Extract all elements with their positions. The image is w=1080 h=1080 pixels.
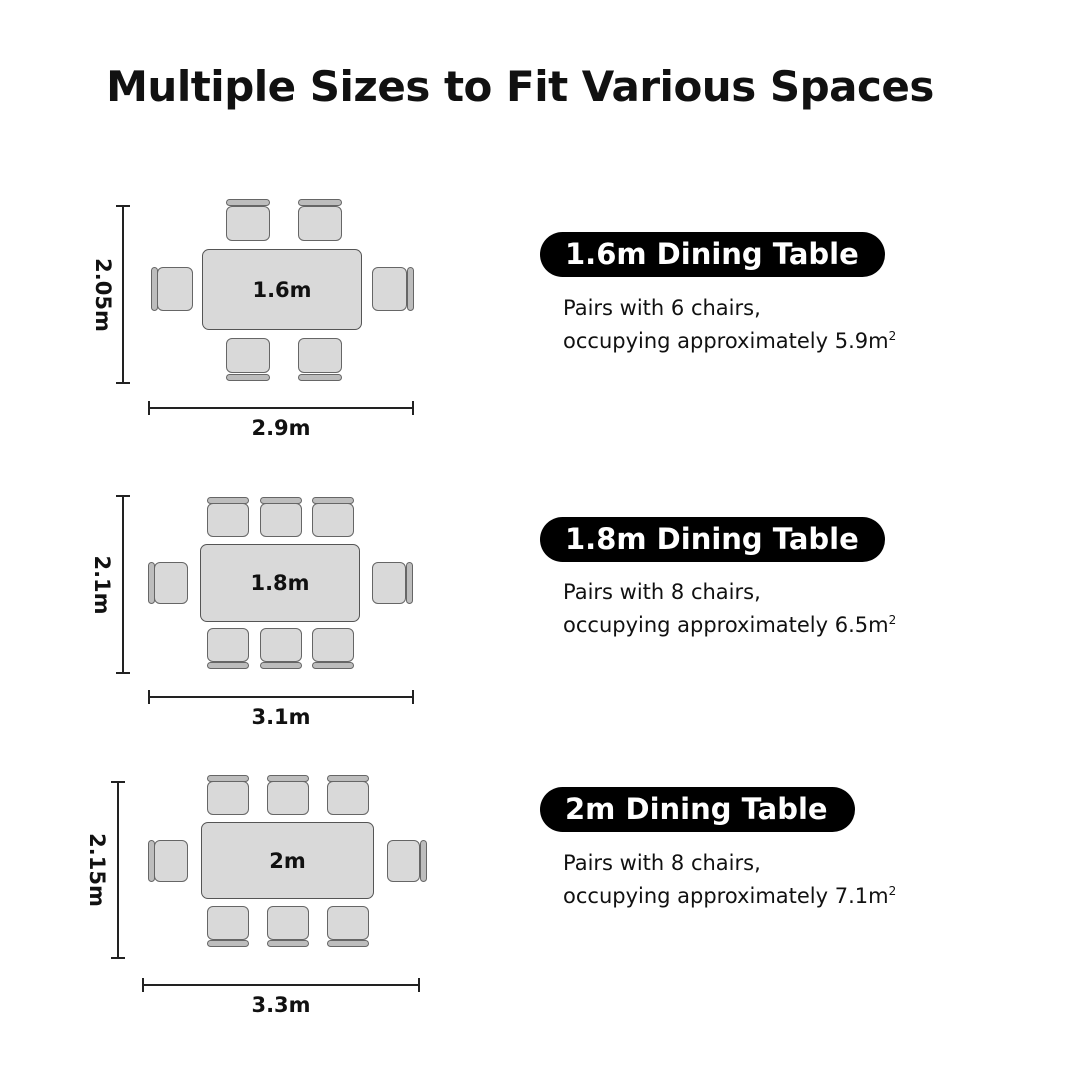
dimension-cap	[412, 401, 414, 415]
chair-seat	[387, 840, 420, 882]
dimension-cap	[116, 382, 130, 384]
description-2: Pairs with 8 chairs, occupying approxima…	[563, 578, 896, 639]
description-3: Pairs with 8 chairs, occupying approxima…	[563, 849, 896, 910]
depth-dimension-line	[122, 496, 124, 673]
chair-seat	[260, 503, 302, 537]
exponent: 2	[888, 329, 897, 343]
dining-table: 2m	[201, 822, 374, 899]
chair-back	[207, 662, 249, 669]
dining-table: 1.8m	[200, 544, 360, 622]
chair-seat	[207, 503, 249, 537]
chair-seat	[298, 206, 342, 241]
dimension-cap	[111, 957, 125, 959]
desc-line: occupying approximately 6.5m2	[563, 606, 896, 639]
desc-line: Pairs with 8 chairs,	[563, 580, 761, 604]
chair-back	[407, 267, 414, 311]
dimension-cap	[116, 672, 130, 674]
chair-seat	[226, 206, 270, 241]
dimension-cap	[412, 690, 414, 704]
heading-pill-1: 1.6m Dining Table	[540, 232, 885, 277]
chair-seat	[327, 781, 369, 815]
chair-seat	[298, 338, 342, 373]
dimension-cap	[418, 978, 420, 992]
chair-back	[298, 374, 342, 381]
depth-label: 2.1m	[90, 554, 114, 615]
chair-back	[298, 199, 342, 206]
desc-line: Pairs with 8 chairs,	[563, 851, 761, 875]
heading-pill-2: 1.8m Dining Table	[540, 517, 885, 562]
chair-seat	[207, 781, 249, 815]
chair-seat	[312, 628, 354, 662]
depth-dimension-line	[122, 206, 124, 383]
chair-seat	[260, 628, 302, 662]
area-text: occupying approximately 5.9m	[563, 329, 889, 353]
heading-pill-3: 2m Dining Table	[540, 787, 855, 832]
depth-label: 2.15m	[85, 833, 109, 907]
exponent: 2	[888, 613, 897, 627]
chair-back	[226, 374, 270, 381]
chair-seat	[154, 562, 188, 604]
width-label: 3.3m	[251, 993, 311, 1017]
width-label: 3.1m	[251, 705, 311, 729]
chair-seat	[267, 781, 309, 815]
chair-seat	[226, 338, 270, 373]
width-dimension-line	[149, 696, 413, 698]
chair-seat	[157, 267, 193, 311]
chair-seat	[267, 906, 309, 940]
page-title: Multiple Sizes to Fit Various Spaces	[106, 62, 934, 111]
chair-back	[207, 940, 249, 947]
desc-line: Pairs with 6 chairs,	[563, 296, 761, 320]
chair-seat	[154, 840, 188, 882]
chair-seat	[372, 267, 407, 311]
description-1: Pairs with 6 chairs, occupying approxima…	[563, 294, 896, 355]
area-text: occupying approximately 6.5m	[563, 613, 889, 637]
chair-seat	[312, 503, 354, 537]
chair-seat	[207, 906, 249, 940]
width-label: 2.9m	[251, 416, 311, 440]
depth-label: 2.05m	[91, 257, 115, 332]
depth-dimension-line	[117, 782, 119, 958]
chair-back	[327, 940, 369, 947]
width-dimension-line	[143, 984, 419, 986]
dimension-cap	[111, 781, 125, 783]
width-dimension-line	[149, 407, 413, 409]
dimension-cap	[148, 401, 150, 415]
desc-line: occupying approximately 7.1m2	[563, 877, 896, 910]
exponent: 2	[888, 884, 897, 898]
chair-back	[260, 662, 302, 669]
dimension-cap	[142, 978, 144, 992]
chair-seat	[327, 906, 369, 940]
chair-back	[406, 562, 413, 604]
chair-seat	[372, 562, 406, 604]
dimension-cap	[148, 690, 150, 704]
dimension-cap	[116, 205, 130, 207]
chair-back	[312, 662, 354, 669]
chair-back	[420, 840, 427, 882]
chair-seat	[207, 628, 249, 662]
chair-back	[267, 940, 309, 947]
chair-back	[226, 199, 270, 206]
dining-table: 1.6m	[202, 249, 362, 330]
desc-line: occupying approximately 5.9m2	[563, 322, 896, 355]
area-text: occupying approximately 7.1m	[563, 884, 889, 908]
dimension-cap	[116, 495, 130, 497]
